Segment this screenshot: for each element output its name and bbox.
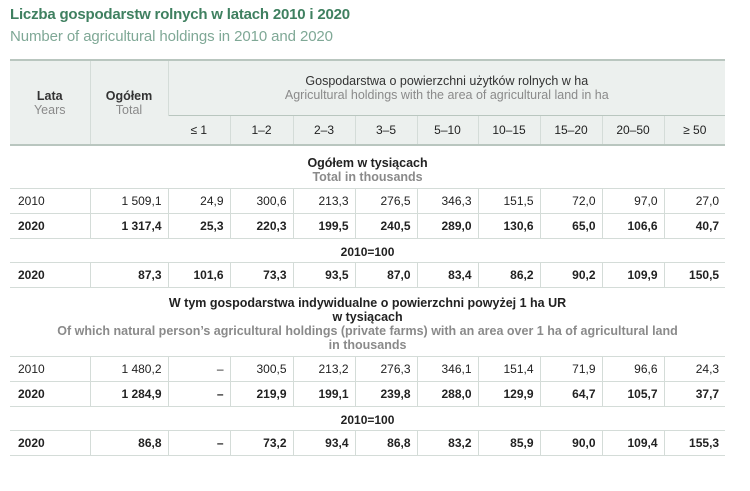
holdings-table: Lata Years Ogółem Total Gospodarstwa o p… <box>10 59 726 456</box>
table-row: 2010 1 509,1 24,9 300,6 213,3 276,5 346,… <box>10 188 726 214</box>
table-row: 2020 1 284,9 – 219,9 199,1 239,8 288,0 1… <box>10 381 726 407</box>
header-years: Lata Years <box>10 59 90 146</box>
index-row: 2020 87,3 101,6 73,3 93,5 87,0 83,4 86,2… <box>10 262 726 288</box>
header-area-col: 10–15 <box>477 115 540 146</box>
index-row: 2020 86,8 – 73,2 93,4 86,8 83,2 85,9 90,… <box>10 430 726 456</box>
header-area-col: 1–2 <box>229 115 293 146</box>
table-row: 2010 1 480,2 – 300,5 213,2 276,3 346,1 1… <box>10 356 726 382</box>
header-total: Ogółem Total <box>89 59 168 146</box>
header-area-group: Gospodarstwa o powierzchni użytków rolny… <box>167 59 726 116</box>
section-heading: Ogółem w tysiącach Total in thousands <box>307 156 428 184</box>
table-row: 2020 1 317,4 25,3 220,3 199,5 240,5 289,… <box>10 213 726 239</box>
header-area-col: 20–50 <box>601 115 664 146</box>
header-area-col: 3–5 <box>354 115 417 146</box>
header-area-col: ≤ 1 <box>168 115 230 146</box>
header-area-col: 15–20 <box>539 115 602 146</box>
section-heading: W tym gospodarstwa indywidualne o powier… <box>57 296 678 352</box>
header-area-col: ≥ 50 <box>663 115 726 146</box>
header-area-col: 2–3 <box>292 115 355 146</box>
header-area-col: 5–10 <box>416 115 478 146</box>
index-base-label: 2010=100 <box>340 245 395 259</box>
index-base-label: 2010=100 <box>340 413 395 427</box>
table-title: Liczba gospodarstw rolnych w latach 2010… <box>10 6 350 23</box>
table-subtitle: Number of agricultural holdings in 2010 … <box>10 28 333 45</box>
